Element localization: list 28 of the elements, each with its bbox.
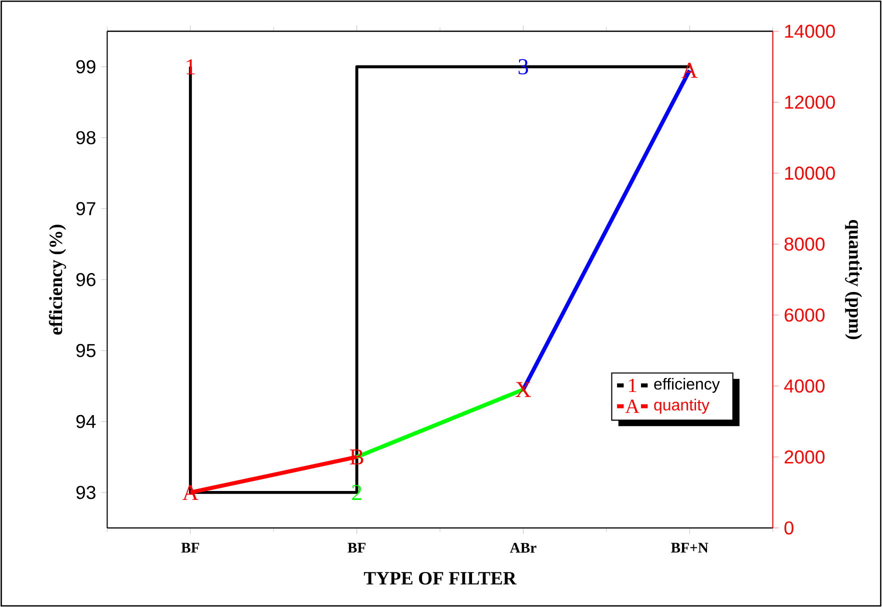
y2-tick-label: 12000 bbox=[785, 96, 835, 109]
x-tick-label: BF bbox=[348, 542, 366, 552]
y-tick-label: 94 bbox=[76, 414, 96, 428]
y-axis-title: efficiency (%) bbox=[48, 224, 66, 335]
y2-tick-label: 6000 bbox=[784, 308, 825, 322]
text: A bbox=[625, 400, 640, 413]
x-tick-label: BF+N bbox=[671, 542, 708, 552]
y2-tick-label: 8000 bbox=[784, 237, 825, 251]
x-axis-title: TYPE OF FILTER bbox=[364, 572, 517, 584]
legend-label: efficiency bbox=[654, 378, 720, 393]
y-tick-label: 96 bbox=[76, 272, 96, 286]
legend-label: quantity bbox=[654, 398, 710, 414]
y2-axis-title: quantity (ppm) bbox=[845, 220, 862, 340]
annotation: 1 bbox=[186, 59, 195, 74]
y2-tick-label: 2000 bbox=[784, 450, 825, 464]
x-tick-label: BF bbox=[181, 542, 200, 552]
y-tick-label: 99 bbox=[76, 60, 96, 74]
x-tick-label: ABr bbox=[510, 542, 536, 553]
y2-tick-label: 10000 bbox=[785, 166, 835, 180]
y-tick-label: 93 bbox=[76, 486, 96, 499]
y-tick-label: 97 bbox=[76, 202, 96, 216]
y2-tick-label: 14000 bbox=[785, 24, 835, 38]
annotation: A bbox=[682, 62, 698, 78]
y2-tick-label: 0 bbox=[784, 521, 794, 534]
text: 1 bbox=[629, 378, 636, 392]
y-tick-label: 95 bbox=[76, 344, 96, 358]
y-tick-label: 98 bbox=[76, 130, 96, 144]
y2-tick-label: 4000 bbox=[784, 379, 825, 393]
